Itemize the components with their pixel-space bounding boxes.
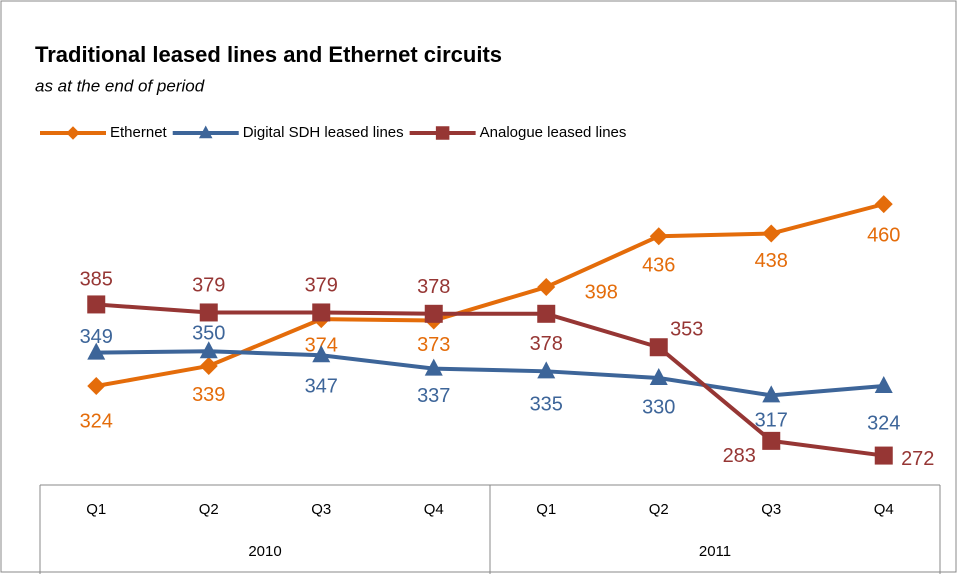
- data-point: [762, 431, 781, 450]
- data-point: [199, 356, 218, 375]
- x-tick-label: Q3: [761, 501, 781, 518]
- data-point: [874, 446, 893, 465]
- data-point: [762, 385, 781, 403]
- data-point: [199, 341, 218, 359]
- legend-marker: [435, 126, 450, 140]
- legend-label: Digital SDH leased lines: [243, 124, 404, 141]
- data-point: [649, 368, 668, 385]
- series-line: [96, 349, 884, 398]
- legend-marker: [198, 125, 213, 139]
- data-point: [874, 195, 893, 214]
- data-label: 378: [417, 276, 450, 298]
- data-point: [87, 342, 106, 360]
- data-point: [649, 338, 668, 357]
- legend-label: Ethernet: [110, 124, 168, 141]
- data-point: [312, 303, 331, 322]
- data-point: [199, 303, 218, 322]
- data-label: 349: [80, 326, 113, 348]
- data-point: [762, 224, 781, 243]
- data-label: 272: [901, 448, 934, 470]
- data-label: 324: [867, 412, 900, 434]
- data-label: 398: [585, 281, 618, 303]
- data-label: 379: [192, 275, 225, 297]
- legend-label: Analogue leased lines: [480, 124, 627, 141]
- data-label: 373: [417, 334, 450, 356]
- series-line: [95, 202, 885, 388]
- series-line: [96, 302, 885, 458]
- data-point: [424, 304, 443, 323]
- data-label: 330: [642, 396, 675, 418]
- x-tick-label: Q2: [199, 501, 219, 518]
- data-point: [874, 376, 893, 394]
- data-point: [537, 278, 556, 297]
- x-tick-label: Q2: [649, 501, 669, 518]
- legend-marker: [66, 126, 80, 140]
- data-point: [424, 358, 443, 376]
- data-label: 378: [530, 333, 563, 355]
- group-label: 2010: [248, 543, 281, 560]
- x-tick-label: Q4: [874, 501, 894, 518]
- data-label: 438: [755, 250, 788, 272]
- x-tick-label: Q1: [536, 501, 556, 518]
- x-tick-label: Q4: [424, 501, 444, 518]
- data-point: [649, 227, 668, 246]
- data-label: 385: [80, 269, 113, 291]
- data-point: [87, 377, 106, 396]
- data-label: 379: [305, 275, 338, 297]
- group-label: 2011: [699, 543, 731, 560]
- data-point: [312, 345, 331, 363]
- data-label: 353: [670, 319, 703, 341]
- data-label: 317: [755, 410, 788, 432]
- data-point: [87, 295, 106, 314]
- data-point: [537, 361, 556, 379]
- chart-title: Traditional leased lines and Ethernet ci…: [35, 42, 502, 67]
- data-label: 324: [80, 410, 113, 432]
- chart-subtitle: as at the end of period: [35, 76, 205, 95]
- data-label: 339: [192, 384, 225, 406]
- data-label: 335: [530, 394, 563, 416]
- x-tick-label: Q1: [86, 501, 106, 518]
- data-point: [537, 304, 556, 323]
- data-label: 337: [417, 385, 450, 407]
- data-label: 460: [867, 224, 900, 246]
- data-label: 347: [305, 376, 338, 398]
- data-label: 436: [642, 255, 675, 277]
- data-label: 283: [723, 445, 756, 467]
- data-label: 350: [192, 323, 225, 345]
- x-tick-label: Q3: [311, 501, 331, 518]
